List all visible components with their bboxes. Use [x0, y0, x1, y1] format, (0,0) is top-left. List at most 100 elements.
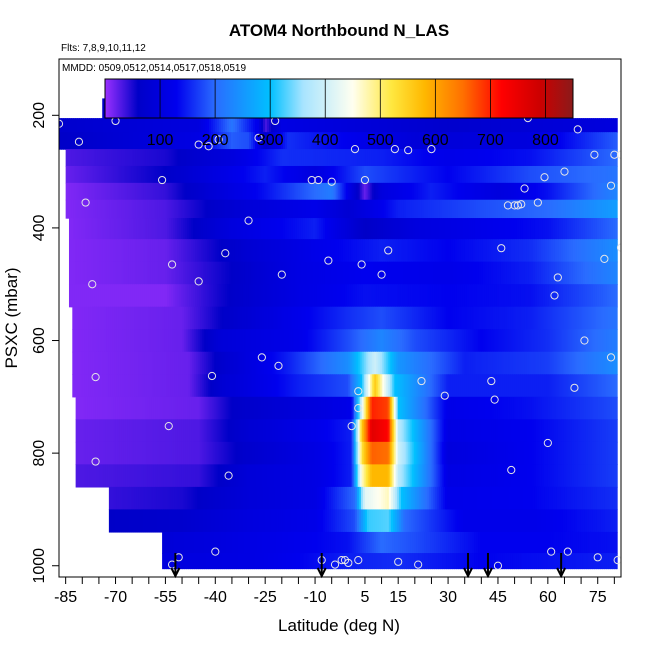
heatmap-cell	[168, 218, 172, 240]
heatmap-cell	[243, 199, 247, 219]
heatmap-cell	[265, 182, 269, 201]
heatmap-cell	[266, 374, 269, 398]
heatmap-cell	[129, 396, 133, 420]
heatmap-cell	[449, 118, 452, 133]
heatmap-cell	[196, 261, 200, 285]
heatmap-cell	[368, 284, 372, 308]
heatmap-cell	[166, 374, 169, 398]
heatmap-cell	[235, 441, 239, 465]
heatmap-cell	[107, 464, 111, 488]
heatmap-cell	[239, 132, 242, 150]
heatmap-cell	[370, 329, 373, 353]
heatmap-cell	[238, 284, 242, 308]
heatmap-cell	[323, 396, 327, 420]
heatmap-cell	[255, 118, 258, 133]
heatmap-cell	[433, 441, 437, 465]
heatmap-cell	[322, 239, 326, 263]
heatmap-cell	[466, 351, 469, 375]
heatmap-cell	[251, 419, 255, 443]
heatmap-cell	[597, 182, 601, 201]
heatmap-cell	[465, 132, 468, 150]
heatmap-cell	[358, 218, 362, 240]
heatmap-cell	[404, 351, 407, 375]
heatmap-cell	[134, 284, 138, 308]
heatmap-cell	[557, 441, 561, 465]
heatmap-cell	[532, 261, 536, 285]
heatmap-cell	[608, 239, 612, 263]
chart-title: ATOM4 Northbound N_LAS	[229, 21, 449, 40]
heatmap-cell	[425, 419, 429, 443]
heatmap-cell	[171, 149, 175, 167]
heatmap-cell	[317, 182, 321, 201]
heatmap-cell	[586, 239, 590, 263]
heatmap-cell	[228, 306, 231, 330]
heatmap-cell	[245, 165, 249, 184]
heatmap-cell	[213, 132, 216, 150]
heatmap-cell	[414, 218, 418, 240]
heatmap-cell	[364, 329, 367, 353]
heatmap-cell	[175, 199, 179, 219]
heatmap-cell	[475, 441, 479, 465]
heatmap-cell	[340, 351, 343, 375]
heatmap-cell	[283, 132, 286, 150]
heatmap-cell	[244, 306, 247, 330]
heatmap-cell	[409, 441, 413, 465]
heatmap-cell	[114, 306, 117, 330]
heatmap-cell	[102, 329, 105, 353]
heatmap-cell	[549, 132, 552, 150]
heatmap-cell	[232, 329, 235, 353]
heatmap-cell	[544, 284, 548, 308]
heatmap-cell	[493, 199, 497, 219]
heatmap-cell	[400, 261, 404, 285]
heatmap-cell	[528, 239, 532, 263]
heatmap-cell	[180, 329, 183, 353]
heatmap-cell	[473, 118, 476, 133]
heatmap-cell	[100, 284, 104, 308]
heatmap-cell	[222, 261, 226, 285]
heatmap-cell	[564, 306, 567, 330]
heatmap-cell	[492, 218, 496, 240]
heatmap-cell	[381, 132, 384, 150]
heatmap-cell	[355, 118, 358, 133]
heatmap-cell	[86, 284, 90, 308]
heatmap-cell	[537, 165, 541, 184]
heatmap-cell	[152, 218, 156, 240]
heatmap-cell	[173, 118, 176, 133]
heatmap-cell	[437, 149, 441, 167]
heatmap-cell	[91, 419, 95, 443]
heatmap-cell	[471, 132, 474, 150]
heatmap-cell	[442, 218, 446, 240]
heatmap-cell	[466, 261, 470, 285]
heatmap-cell	[421, 132, 424, 150]
heatmap-cell	[382, 284, 386, 308]
heatmap-cell	[178, 218, 182, 240]
heatmap-cell	[223, 182, 227, 201]
heatmap-cell	[593, 441, 597, 465]
heatmap-cell	[482, 306, 485, 330]
heatmap-cell	[125, 132, 128, 150]
heatmap-cell	[564, 351, 567, 375]
heatmap-cell	[606, 261, 610, 285]
heatmap-cell	[414, 351, 417, 375]
heatmap-cell	[160, 306, 163, 330]
heatmap-cell	[321, 149, 325, 167]
heatmap-cell	[479, 419, 483, 443]
heatmap-cell	[539, 199, 543, 219]
heatmap-cell	[140, 374, 143, 398]
heatmap-cell	[603, 182, 607, 201]
heatmap-cell	[587, 149, 591, 167]
heatmap-cell	[190, 351, 193, 375]
heatmap-cell	[278, 239, 282, 263]
heatmap-cell	[370, 374, 373, 398]
heatmap-cell	[616, 374, 618, 398]
heatmap-cell	[121, 199, 125, 219]
heatmap-cell	[220, 218, 224, 240]
heatmap-cell	[150, 374, 153, 398]
heatmap-cell	[223, 118, 226, 133]
heatmap-cell	[248, 351, 251, 375]
heatmap-cell	[425, 182, 429, 201]
heatmap-cell	[350, 218, 354, 240]
heatmap-cell	[325, 165, 329, 184]
heatmap-cell	[385, 396, 389, 420]
heatmap-cell	[337, 441, 341, 465]
